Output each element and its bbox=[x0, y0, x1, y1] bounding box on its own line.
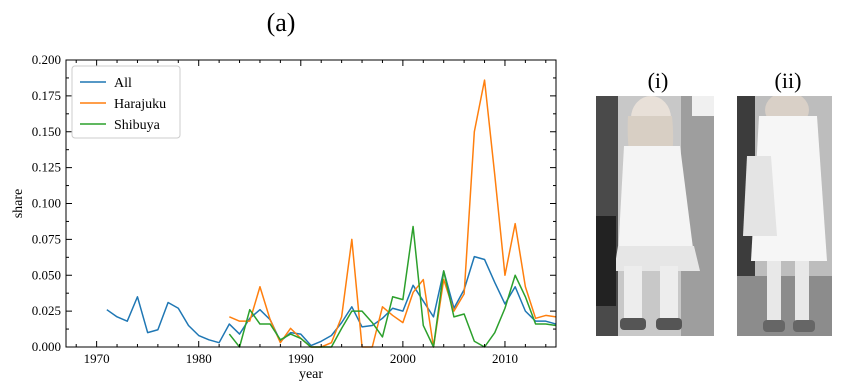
x-tick-label: 1970 bbox=[84, 351, 110, 366]
panel-ii-label: (ii) bbox=[774, 68, 802, 93]
y-tick-label: 0.175 bbox=[32, 88, 61, 103]
y-axis-label: share bbox=[11, 189, 26, 219]
x-axis-label: year bbox=[299, 367, 323, 381]
legend-entry-shibuya: Shibuya bbox=[114, 118, 161, 133]
legend-entry-all: All bbox=[114, 76, 132, 91]
x-tick-label: 2000 bbox=[390, 351, 416, 366]
series-line-harajuku bbox=[229, 79, 557, 348]
panel-ii-photo bbox=[737, 96, 832, 336]
x-tick-label: 1990 bbox=[288, 351, 314, 366]
panel-i-label: (i) bbox=[647, 68, 669, 93]
y-tick-label: 0.100 bbox=[32, 196, 61, 211]
y-tick-label: 0.025 bbox=[32, 303, 61, 318]
panel-i-photo bbox=[596, 96, 714, 336]
legend-entry-harajuku: Harajuku bbox=[114, 97, 166, 112]
series-line-all bbox=[106, 255, 557, 347]
figure-label: (a) bbox=[267, 8, 296, 37]
y-tick-label: 0.200 bbox=[32, 52, 61, 67]
series-line-shibuya bbox=[228, 225, 557, 348]
y-tick-label: 0.150 bbox=[32, 124, 61, 139]
photo-i-illustration bbox=[596, 96, 714, 336]
y-tick-label: 0.125 bbox=[32, 160, 61, 175]
x-tick-label: 2010 bbox=[492, 351, 518, 366]
x-tick-label: 1980 bbox=[186, 351, 212, 366]
y-tick-label: 0.050 bbox=[32, 267, 61, 282]
photo-ii-illustration bbox=[737, 96, 832, 336]
legend-box bbox=[71, 65, 181, 139]
plot-area: 1970 1980 1990 2000 2010 0.000 0.025 0.050 0.075… bbox=[11, 52, 557, 381]
y-tick-label: 0.000 bbox=[32, 339, 61, 354]
y-tick-label: 0.075 bbox=[32, 231, 61, 246]
